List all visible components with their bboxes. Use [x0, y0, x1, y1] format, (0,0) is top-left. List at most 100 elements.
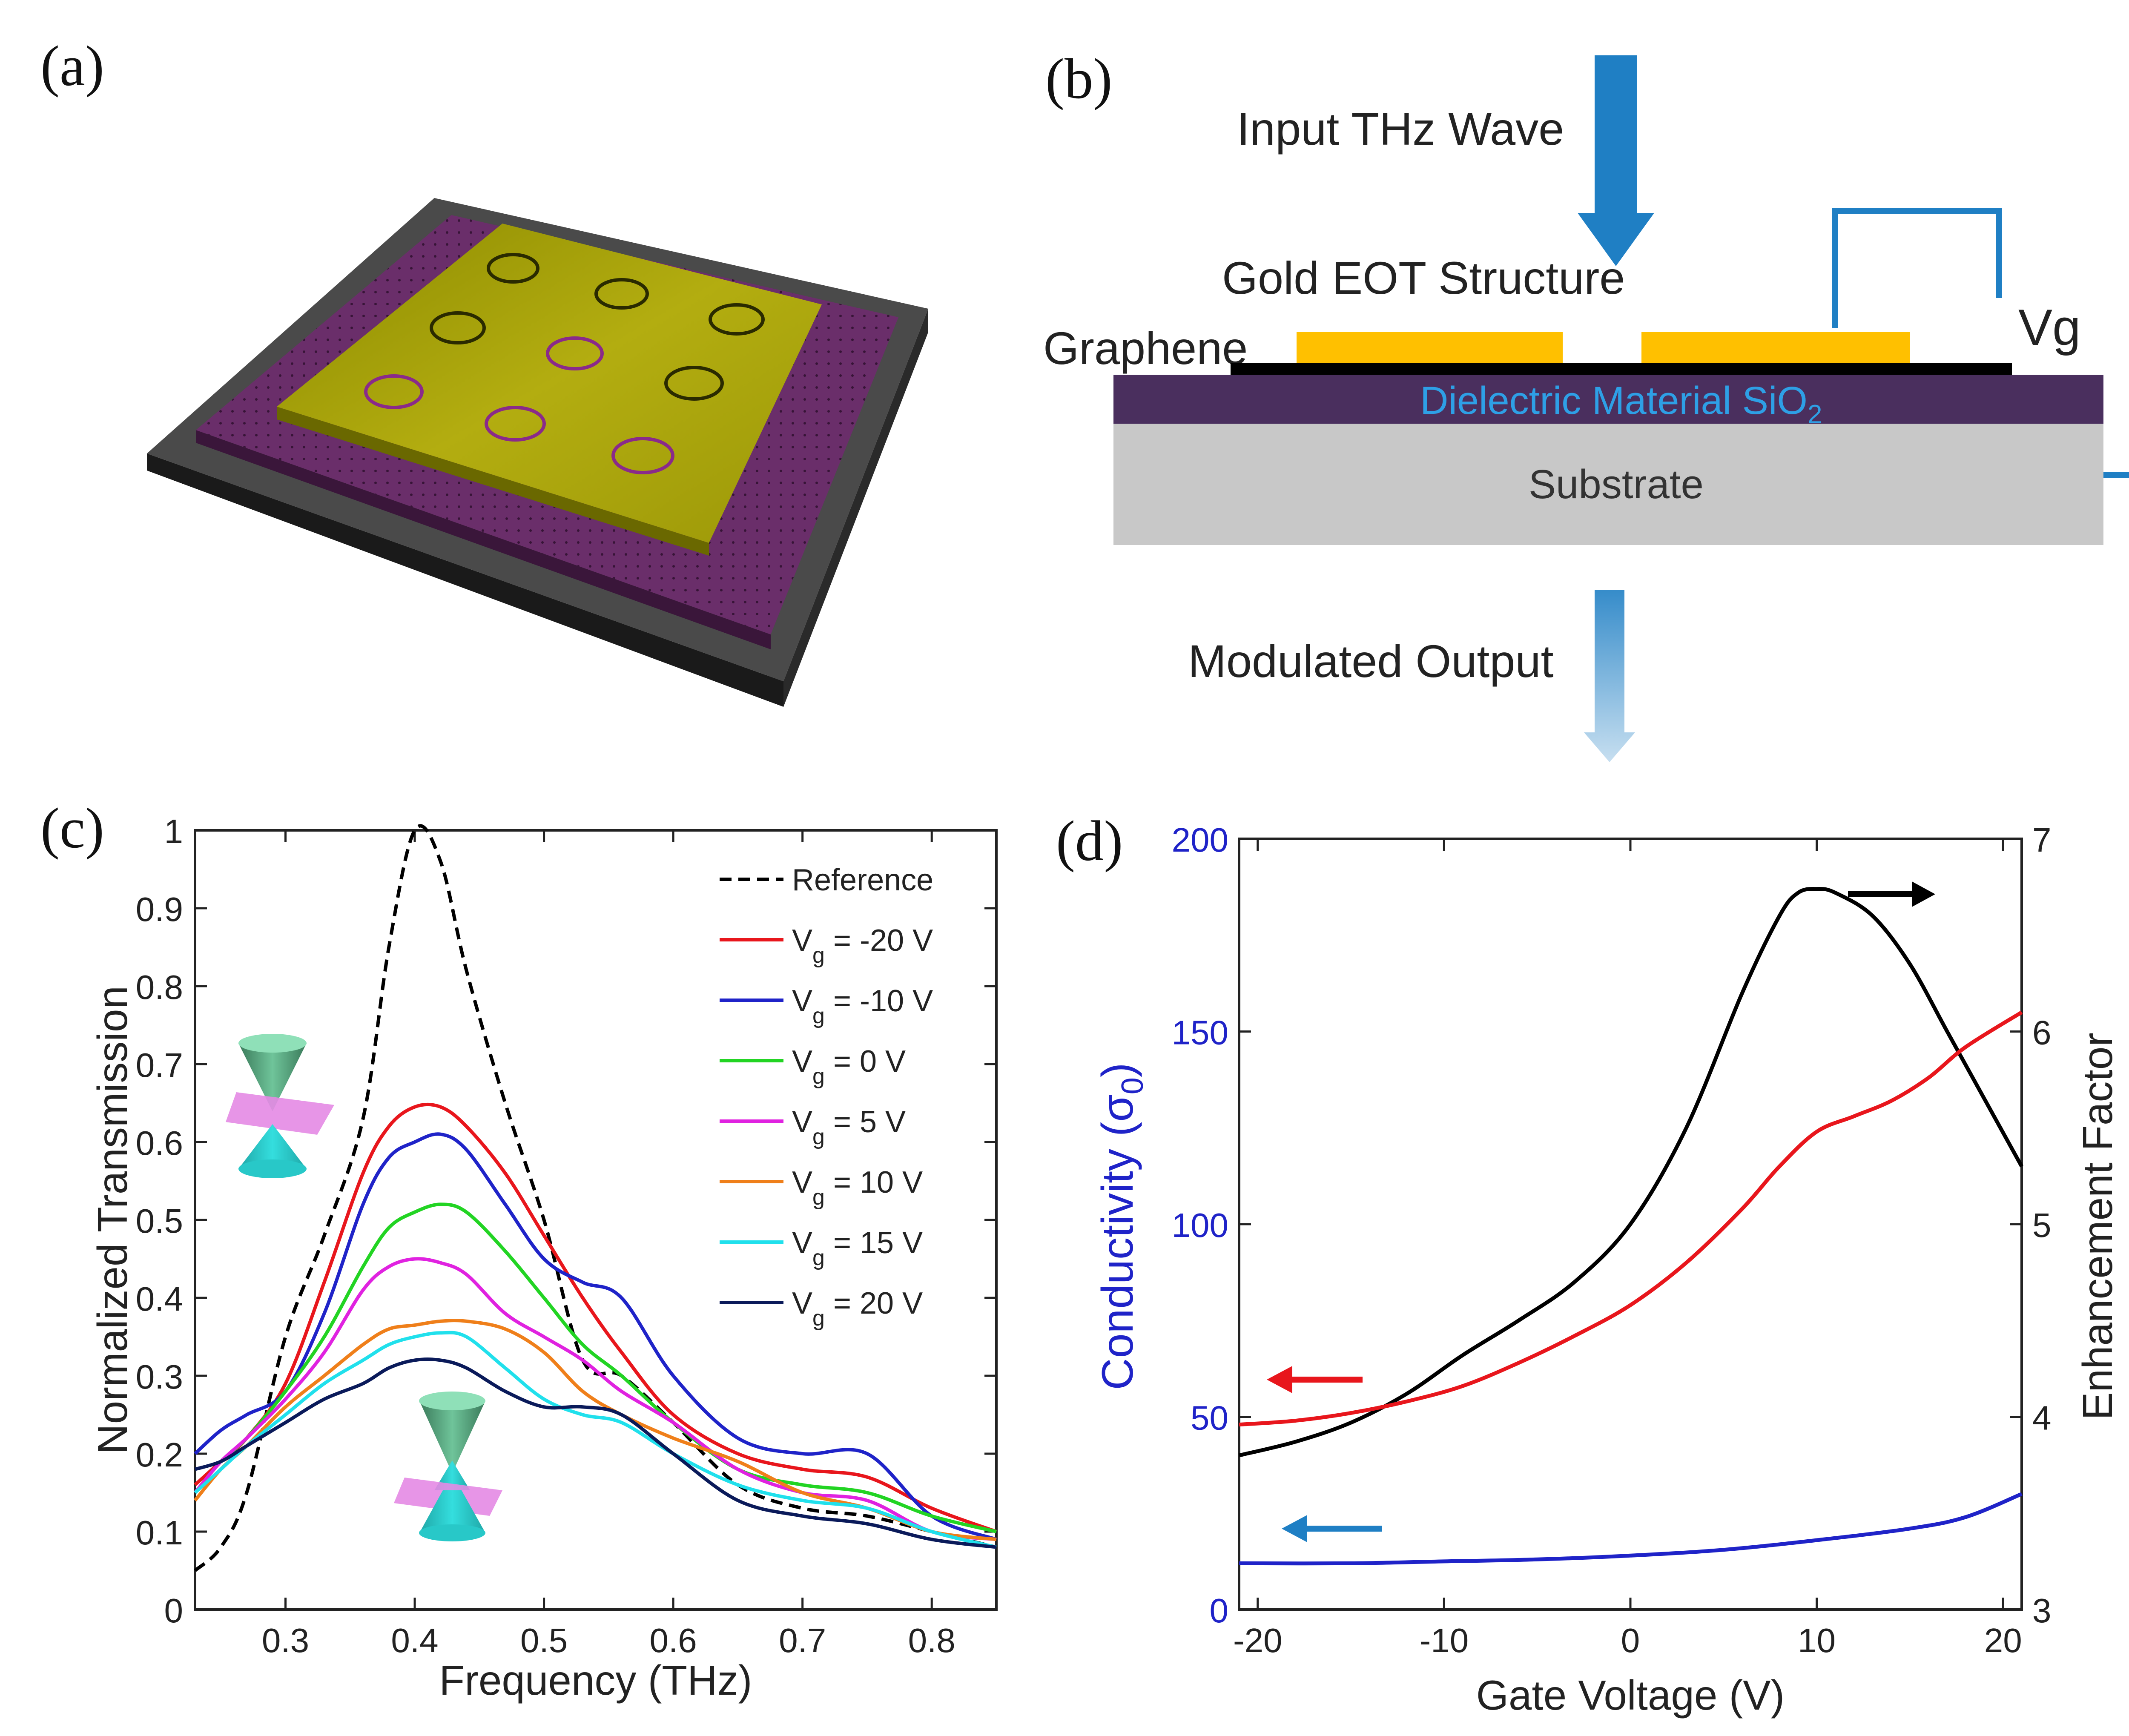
series-line	[194, 824, 997, 1572]
series-line	[193, 1319, 997, 1541]
y-tick-label: 0.5	[136, 1202, 183, 1240]
y-tick-label: 0.2	[136, 1436, 183, 1474]
series-line	[194, 1132, 997, 1541]
x-tick-label: -10	[1420, 1621, 1469, 1659]
y-tick-label: 0.6	[136, 1124, 183, 1162]
legend-main: V	[792, 1105, 812, 1139]
legend-rest: = 5 V	[825, 1105, 906, 1139]
y-tick-label: 0.4	[136, 1280, 183, 1318]
legend-main: V	[792, 924, 812, 958]
input-label: Input THz Wave	[1237, 103, 1564, 155]
y-tick-label-left: 200	[1172, 821, 1228, 859]
hole	[364, 374, 424, 409]
chart-d-ticks: 0 50 100 150 200 3 4 5 6 7 -20 -10 0 10 20	[1172, 821, 2052, 1659]
y-tick-label-right: 3	[2032, 1592, 2052, 1630]
dirac-cone-icon-upper	[226, 1034, 334, 1178]
output-arrow	[1584, 590, 1635, 762]
ylabel-left-sub: 0	[1116, 1077, 1150, 1094]
y-tick-label: 0	[164, 1592, 184, 1630]
ylabel-left-main: Conductivity (σ	[1093, 1094, 1142, 1390]
hole	[709, 303, 765, 336]
legend-rest: = -20 V	[825, 924, 933, 958]
legend-entry: Vg = -10 V	[792, 984, 933, 1028]
series-line	[1238, 887, 2023, 1458]
legend-sub: g	[812, 943, 825, 968]
x-tick-label: 0	[1621, 1621, 1640, 1659]
legend-main: V	[792, 984, 812, 1018]
panel-b: (b) Input THz Wave Gold EOT Structure Gr…	[1043, 47, 2129, 762]
series-line	[194, 1331, 997, 1549]
panel-d-label: (d)	[1056, 809, 1123, 873]
y-tick-label: 0.9	[136, 890, 183, 928]
gate-wire	[1832, 208, 2002, 328]
y-tick-label-right: 7	[2032, 821, 2052, 859]
chart-c-ticks: 0 0.1 0.2 0.3 0.4 0.5 0.6 0.7 0.8 0.9 1 0.3 0.4 0.5 0.…	[136, 812, 996, 1659]
hole	[546, 336, 604, 370]
legend-main: V	[792, 1286, 812, 1320]
base-slab-side-right	[783, 309, 928, 707]
panel-b-label: (b)	[1045, 47, 1112, 111]
legend-rest: = -10 V	[825, 984, 933, 1018]
x-tick-label: 0.6	[650, 1621, 697, 1659]
eot-holes	[364, 253, 765, 474]
gold-plate	[277, 224, 822, 543]
series-line	[1239, 1492, 2023, 1566]
arrow-left-icon	[1267, 1366, 1363, 1393]
panel-a-label: (a)	[40, 34, 104, 98]
x-tick-label: -20	[1233, 1621, 1283, 1659]
arrow-right-icon	[1848, 881, 1935, 907]
gold-pad-right	[1641, 332, 1910, 364]
panel-c: (c) 00.10.20.30.40.50.60.70.80.910.3 0.4 0…	[40, 797, 998, 1704]
y-tick-label: 0.3	[136, 1358, 183, 1396]
x-tick-label: 0.5	[520, 1621, 568, 1659]
legend-sub: g	[812, 1064, 825, 1089]
series-line	[193, 1202, 997, 1533]
legend-entry: Vg = 20 V	[792, 1286, 923, 1331]
x-tick-label: 0.8	[908, 1621, 955, 1659]
gold-plate-side	[277, 407, 709, 556]
y-tick-label-left: 50	[1191, 1399, 1228, 1437]
y-tick-label: 0.1	[136, 1514, 183, 1552]
y-tick-label-left: 100	[1172, 1206, 1228, 1244]
x-tick-label: 0.7	[779, 1621, 826, 1659]
dielectric-label: Dielectric Material SiO2	[1420, 379, 1822, 429]
series-line	[1239, 1010, 2023, 1427]
legend-main: V	[792, 1044, 812, 1079]
y-tick-label-left: 0	[1210, 1592, 1229, 1630]
dielectric-layer-b	[1113, 375, 2103, 424]
y-tick-label-right: 4	[2032, 1399, 2052, 1437]
vg-label: Vg	[2018, 299, 2081, 356]
dielectric-layer-side	[196, 430, 771, 649]
legend-sub: g	[812, 1125, 825, 1149]
x-tick-label: 10	[1798, 1621, 1836, 1659]
panel-d: (d) 0 50 100 150 200 3 4 5 6 7 -20 -10 0 10 20 Gate Vo…	[1056, 809, 2121, 1719]
chart-c-ylabel: Normalized Transmission	[89, 986, 136, 1454]
legend-rest: = 0 V	[825, 1044, 906, 1079]
hole	[430, 311, 486, 344]
legend-entry: Vg = 5 V	[792, 1105, 906, 1149]
ground-icon	[2103, 472, 2129, 478]
gold-pad-left	[1297, 332, 1563, 364]
legend-rest: = 15 V	[825, 1226, 923, 1260]
y-tick-label-right: 5	[2032, 1206, 2052, 1244]
y-tick-label-right: 6	[2032, 1014, 2052, 1052]
y-tick-label-left: 150	[1172, 1014, 1228, 1052]
chart-d-ylabel-left: Conductivity (σ0)	[1093, 1063, 1150, 1390]
x-tick-label: 0.4	[391, 1621, 438, 1659]
legend-entry: Vg = 0 V	[792, 1044, 906, 1089]
y-tick-label: 1	[164, 812, 184, 850]
legend-sub: g	[812, 1245, 825, 1270]
chart-d-ylabel-right: Enhancement Factor	[2074, 1033, 2121, 1420]
substrate-layer	[1113, 424, 2103, 545]
legend-rest: = 20 V	[825, 1286, 923, 1320]
legend-sub: g	[812, 1004, 825, 1028]
graphene-layer	[1231, 363, 2012, 375]
dielectric-text: Dielectric Material SiO	[1420, 379, 1808, 422]
y-tick-label: 0.7	[136, 1046, 183, 1084]
chart-c-xlabel: Frequency (THz)	[439, 1657, 752, 1704]
series-line	[194, 1357, 997, 1549]
hole	[664, 366, 724, 401]
x-tick-label: 0.3	[262, 1621, 309, 1659]
